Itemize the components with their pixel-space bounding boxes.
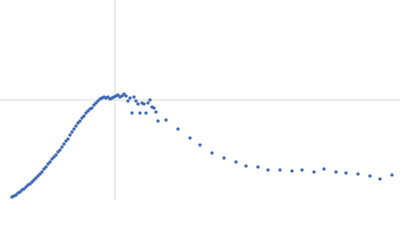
point [32, 178, 36, 182]
point [84, 111, 88, 115]
point [256, 165, 260, 169]
point [76, 121, 80, 125]
point [80, 116, 84, 120]
point [356, 172, 360, 176]
point [50, 157, 54, 161]
point [378, 177, 382, 181]
point [188, 136, 192, 140]
point [64, 139, 68, 143]
point [28, 182, 32, 186]
point [106, 95, 110, 99]
point [222, 156, 226, 160]
point [146, 101, 150, 105]
point [122, 92, 126, 96]
point [128, 96, 132, 100]
point [42, 167, 46, 171]
point [142, 102, 146, 106]
point [368, 174, 372, 178]
point [344, 171, 348, 175]
point [390, 173, 394, 177]
point [66, 137, 70, 141]
point [74, 124, 78, 128]
chart [0, 0, 400, 200]
point [44, 165, 48, 169]
point [52, 155, 56, 159]
point [300, 168, 304, 172]
point [148, 98, 152, 102]
point [54, 153, 58, 157]
point [94, 101, 98, 105]
point [156, 119, 160, 123]
point [144, 111, 148, 115]
point [130, 111, 134, 115]
point [290, 169, 294, 173]
point [312, 170, 316, 174]
point [86, 109, 90, 113]
point [176, 127, 180, 131]
point [134, 99, 138, 103]
point [36, 174, 40, 178]
point [96, 99, 100, 103]
point [60, 145, 64, 149]
point [22, 187, 26, 191]
point [136, 102, 140, 106]
point [56, 150, 60, 154]
point [210, 151, 214, 155]
point [124, 94, 128, 98]
point [244, 164, 248, 168]
point [234, 160, 238, 164]
point [82, 114, 86, 118]
point [68, 133, 72, 137]
point [116, 93, 120, 97]
point [334, 170, 338, 174]
point [62, 142, 66, 146]
point [58, 148, 62, 152]
point [14, 193, 18, 197]
point [30, 180, 34, 184]
point [152, 106, 156, 110]
point [198, 143, 202, 147]
point [46, 162, 50, 166]
point [34, 176, 38, 180]
point [70, 130, 74, 134]
point [38, 172, 42, 176]
point [90, 106, 94, 110]
point [48, 160, 52, 164]
point [120, 94, 124, 98]
point [278, 168, 282, 172]
point [154, 110, 158, 114]
point [92, 103, 96, 107]
point [72, 127, 76, 131]
point [78, 119, 82, 123]
point [24, 185, 28, 189]
point [266, 168, 270, 172]
point [126, 99, 130, 103]
point [40, 170, 44, 174]
point [18, 190, 22, 194]
point [322, 167, 326, 171]
point [132, 95, 136, 99]
point [164, 118, 168, 122]
point [138, 111, 142, 115]
